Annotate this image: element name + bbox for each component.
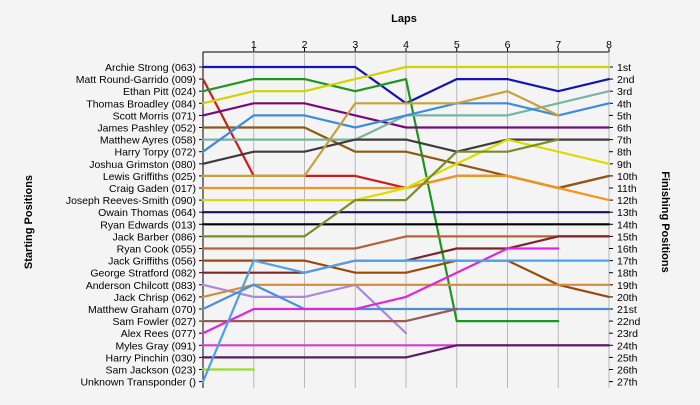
- finish-position-label: 24th: [617, 340, 638, 352]
- driver-label: Owain Thomas (064): [98, 207, 196, 219]
- finish-position-label: 23rd: [617, 328, 638, 340]
- finish-position-label: 20th: [617, 292, 638, 304]
- driver-label: Ryan Edwards (013): [100, 219, 196, 231]
- finish-position-label: 18th: [617, 268, 638, 280]
- label-layer: 1 2 3 4 5 6 7 81st2nd3rd4th5th6th7th8th9th10th1…: [66, 39, 641, 389]
- lap-tick-label: 6: [505, 39, 511, 51]
- driver-label: Ryan Cook (055): [117, 244, 196, 256]
- finish-position-label: 22nd: [617, 316, 641, 328]
- lap-tick-label: 8: [606, 39, 612, 51]
- driver-label: Myles Gray (091): [115, 340, 196, 352]
- lap-tick-label: 2: [302, 39, 308, 51]
- driver-label: Ethan Pitt (024): [123, 86, 196, 98]
- driver-line: [201, 283, 611, 311]
- finish-position-label: 2nd: [617, 74, 635, 86]
- lap-tick-label: 4: [403, 39, 409, 51]
- grid-layer: [199, 48, 613, 388]
- finish-position-label: 16th: [617, 244, 638, 256]
- lap-tick-label: 3: [352, 39, 358, 51]
- finish-position-label: 1st: [617, 62, 631, 74]
- finish-position-label: 3rd: [617, 86, 632, 98]
- driver-label: Archie Strong (063): [105, 62, 196, 74]
- finish-position-label: 4th: [617, 98, 632, 110]
- driver-label: Harry Torpy (072): [115, 147, 197, 159]
- finish-position-label: 21st: [617, 304, 637, 316]
- driver-label: Sam Fowler (027): [113, 316, 196, 328]
- finish-position-label: 12th: [617, 195, 638, 207]
- finish-position-label: 14th: [617, 219, 638, 231]
- driver-line: [201, 235, 611, 250]
- lap-tick-label: 1: [251, 39, 257, 51]
- driver-label: Matthew Ayres (058): [100, 135, 196, 147]
- driver-line: [201, 307, 458, 323]
- driver-label: Joseph Reeves-Smith (090): [66, 195, 196, 207]
- driver-line: [201, 247, 560, 335]
- finish-position-label: 6th: [617, 123, 632, 135]
- y-axis-label-right: Finishing Positions: [659, 171, 671, 272]
- driver-label: Jack Barber (086): [113, 231, 196, 243]
- series-layer: [201, 65, 611, 383]
- finish-position-label: 25th: [617, 352, 638, 364]
- driver-line: [201, 65, 611, 105]
- driver-label: Scott Morris (071): [113, 110, 196, 122]
- driver-label: Lewis Griffiths (025): [103, 171, 196, 183]
- chart-title: Laps: [391, 13, 417, 25]
- driver-line: [201, 138, 611, 202]
- driver-label: James Pashley (052): [97, 123, 196, 135]
- driver-line: [201, 344, 611, 359]
- driver-line: [201, 259, 611, 298]
- driver-label: Unknown Transponder (): [80, 377, 196, 389]
- driver-label: Matthew Graham (070): [88, 304, 196, 316]
- driver-label: Joshua Grimston (080): [89, 159, 196, 171]
- finish-position-label: 17th: [617, 256, 638, 268]
- driver-label: Jack Griffiths (056): [108, 256, 196, 268]
- driver-label: Craig Gaden (017): [109, 183, 196, 195]
- driver-label: Harry Pinchin (030): [106, 352, 196, 364]
- lap-tick-label: 5: [454, 39, 460, 51]
- driver-line: [201, 102, 611, 153]
- driver-label: Matt Round-Garrido (009): [76, 74, 196, 86]
- finish-position-label: 26th: [617, 365, 638, 377]
- finish-position-label: 5th: [617, 110, 632, 122]
- driver-label: George Stratford (082): [90, 268, 196, 280]
- finish-position-label: 13th: [617, 207, 638, 219]
- finish-position-label: 10th: [617, 171, 638, 183]
- driver-line: [201, 138, 560, 238]
- finish-position-label: 8th: [617, 147, 632, 159]
- driver-label: Jack Chrisp (062): [114, 292, 196, 304]
- driver-label: Anderson Chilcott (083): [86, 280, 196, 292]
- driver-line: [201, 283, 611, 298]
- finish-position-label: 19th: [617, 280, 638, 292]
- driver-line: [201, 77, 560, 323]
- driver-label: Thomas Broadley (084): [86, 98, 196, 110]
- finish-position-label: 9th: [617, 159, 632, 171]
- driver-line: [201, 259, 611, 383]
- finish-position-label: 11th: [617, 183, 637, 195]
- driver-label: Alex Rees (077): [121, 328, 196, 340]
- finish-position-label: 7th: [617, 135, 632, 147]
- driver-line: [201, 90, 560, 177]
- y-axis-label-left: Starting Positions: [23, 175, 35, 269]
- finish-position-label: 15th: [617, 231, 638, 243]
- driver-line: [201, 138, 611, 165]
- lap-tick-label: 7: [555, 39, 561, 51]
- finish-position-label: 27th: [617, 377, 638, 389]
- driver-line: [201, 102, 611, 129]
- driver-label: Sam Jackson (023): [106, 365, 196, 377]
